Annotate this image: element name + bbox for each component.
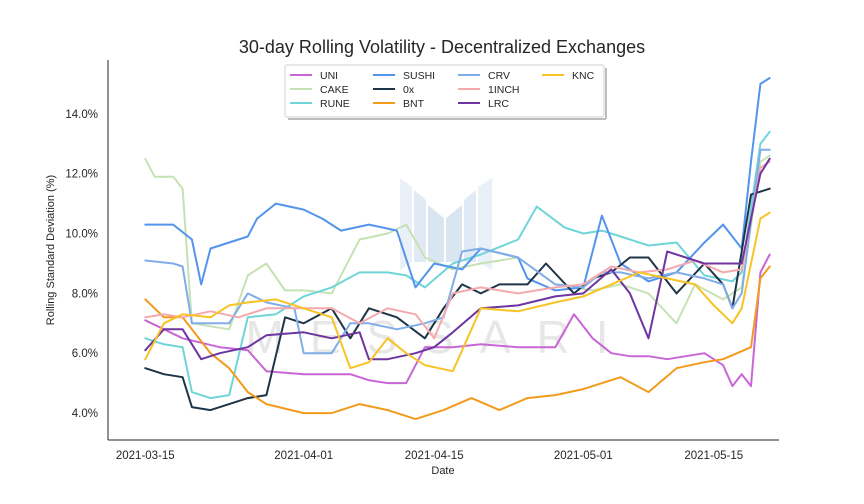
legend-label: LRC	[488, 98, 509, 110]
y-tick-label: 8.0%	[72, 288, 98, 300]
y-ticks: 4.0% 6.0% 8.0% 10.0% 12.0% 14.0%	[65, 109, 98, 420]
legend-label: 0x	[403, 84, 415, 96]
legend-label: UNI	[320, 70, 338, 82]
y-tick-label: 4.0%	[72, 408, 98, 420]
series-line-bnt	[144, 265, 771, 421]
messari-watermark: MESSARI	[245, 178, 634, 363]
series-line-sushi	[144, 77, 771, 292]
legend-box	[284, 64, 605, 118]
series-line-0x	[144, 187, 771, 412]
legend-label: RUNE	[320, 98, 350, 110]
legend-label: SUSHI	[403, 70, 435, 82]
y-tick-label: 6.0%	[72, 348, 98, 360]
series-line-knc	[144, 211, 771, 373]
x-tick-label: 2021-03-15	[116, 450, 175, 462]
series-line-cake	[144, 154, 771, 331]
watermark-text: MESSARI	[245, 311, 634, 363]
y-axis-label: Rolling Standard Deviation (%)	[45, 175, 57, 325]
x-tick-label: 2021-05-01	[554, 450, 613, 462]
legend-label: CAKE	[320, 84, 349, 96]
series-line-lrc	[144, 157, 771, 361]
chart-title: 30-day Rolling Volatility - Decentralize…	[239, 37, 645, 57]
legend: UNI CAKE RUNE SUSHI 0x BNT CRV 1INCH LRC KNC	[284, 64, 607, 120]
x-ticks: 2021-03-15 2021-04-01 2021-04-15 2021-05-01…	[116, 450, 743, 462]
legend-label: CRV	[488, 70, 510, 82]
x-tick-label: 2021-05-15	[684, 450, 743, 462]
series-line-rune	[144, 130, 771, 400]
series-lines	[144, 77, 771, 421]
y-tick-label: 10.0%	[65, 229, 98, 241]
legend-label: BNT	[403, 98, 425, 110]
y-tick-label: 14.0%	[65, 109, 98, 121]
x-tick-label: 2021-04-01	[274, 450, 333, 462]
series-line-uni	[144, 253, 771, 388]
y-tick-label: 12.0%	[65, 169, 98, 181]
x-tick-label: 2021-04-15	[405, 450, 464, 462]
legend-label: 1INCH	[488, 84, 520, 96]
legend-label: KNC	[572, 70, 595, 82]
x-axis-label: Date	[431, 465, 454, 477]
